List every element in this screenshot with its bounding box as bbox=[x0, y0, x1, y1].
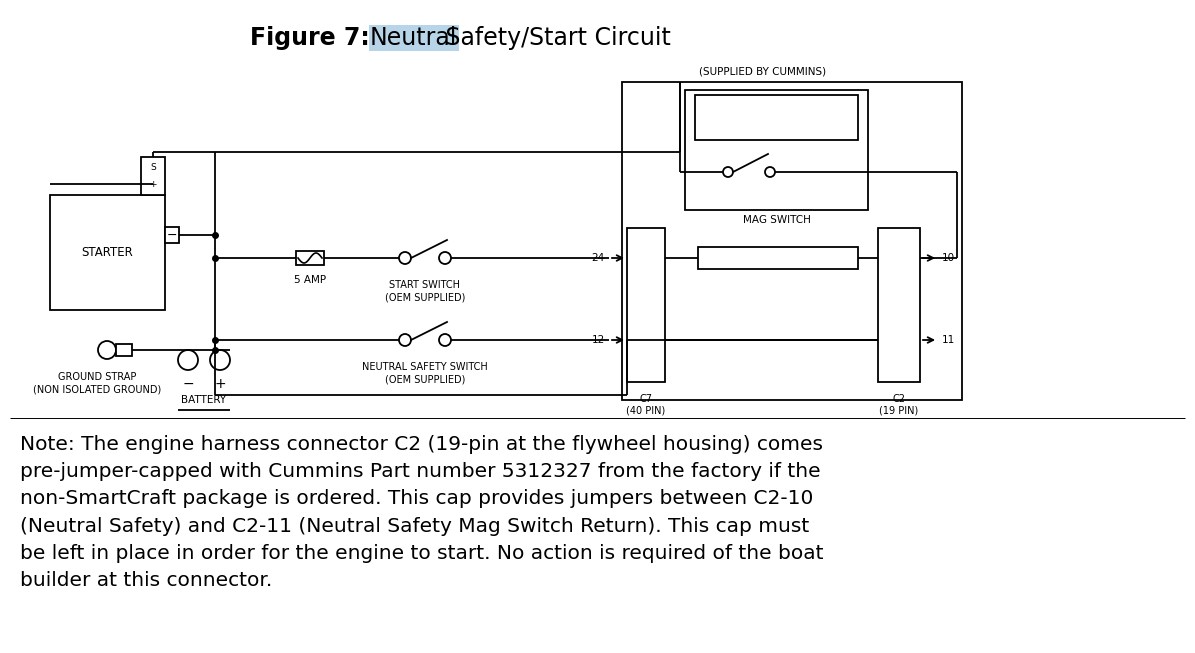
Text: START SWITCH
(OEM SUPPLIED): START SWITCH (OEM SUPPLIED) bbox=[385, 280, 465, 302]
Text: 5 AMP: 5 AMP bbox=[294, 275, 326, 285]
Text: 24: 24 bbox=[592, 253, 605, 263]
Bar bbox=[695, 95, 858, 140]
Text: GROUND STRAP
(NON ISOLATED GROUND): GROUND STRAP (NON ISOLATED GROUND) bbox=[33, 372, 161, 394]
Bar bbox=[698, 247, 858, 269]
Text: MAG SWITCH: MAG SWITCH bbox=[742, 215, 810, 225]
Bar bbox=[623, 82, 962, 400]
Bar bbox=[296, 251, 324, 265]
Text: STARTER: STARTER bbox=[81, 246, 134, 259]
Text: Figure 7:: Figure 7: bbox=[250, 26, 378, 50]
Bar bbox=[116, 344, 131, 356]
Bar bbox=[50, 195, 165, 310]
Text: Neutral: Neutral bbox=[370, 26, 458, 50]
Bar bbox=[627, 228, 664, 382]
Text: C2
(19 PIN): C2 (19 PIN) bbox=[880, 394, 919, 415]
Text: Note: The engine harness connector C2 (19-pin at the flywheel housing) comes
pre: Note: The engine harness connector C2 (1… bbox=[20, 435, 823, 590]
Bar bbox=[165, 227, 179, 244]
Text: −: − bbox=[182, 377, 194, 391]
Text: Safety/Start Circuit: Safety/Start Circuit bbox=[439, 26, 670, 50]
Text: S: S bbox=[151, 163, 155, 172]
Text: 11: 11 bbox=[942, 335, 955, 345]
Text: BATTERY: BATTERY bbox=[182, 395, 227, 405]
Text: 12: 12 bbox=[592, 335, 605, 345]
Text: −: − bbox=[167, 229, 177, 242]
Bar bbox=[141, 157, 165, 195]
Text: +: + bbox=[149, 180, 157, 189]
Bar bbox=[878, 228, 920, 382]
Text: (SUPPLIED BY CUMMINS): (SUPPLIED BY CUMMINS) bbox=[699, 67, 827, 77]
Text: NEUTRAL SAFETY SWITCH
(OEM SUPPLIED): NEUTRAL SAFETY SWITCH (OEM SUPPLIED) bbox=[362, 362, 488, 385]
Text: C7
(40 PIN): C7 (40 PIN) bbox=[626, 394, 666, 415]
Bar bbox=[685, 90, 868, 210]
Text: +: + bbox=[214, 377, 226, 391]
Text: 10: 10 bbox=[942, 253, 955, 263]
